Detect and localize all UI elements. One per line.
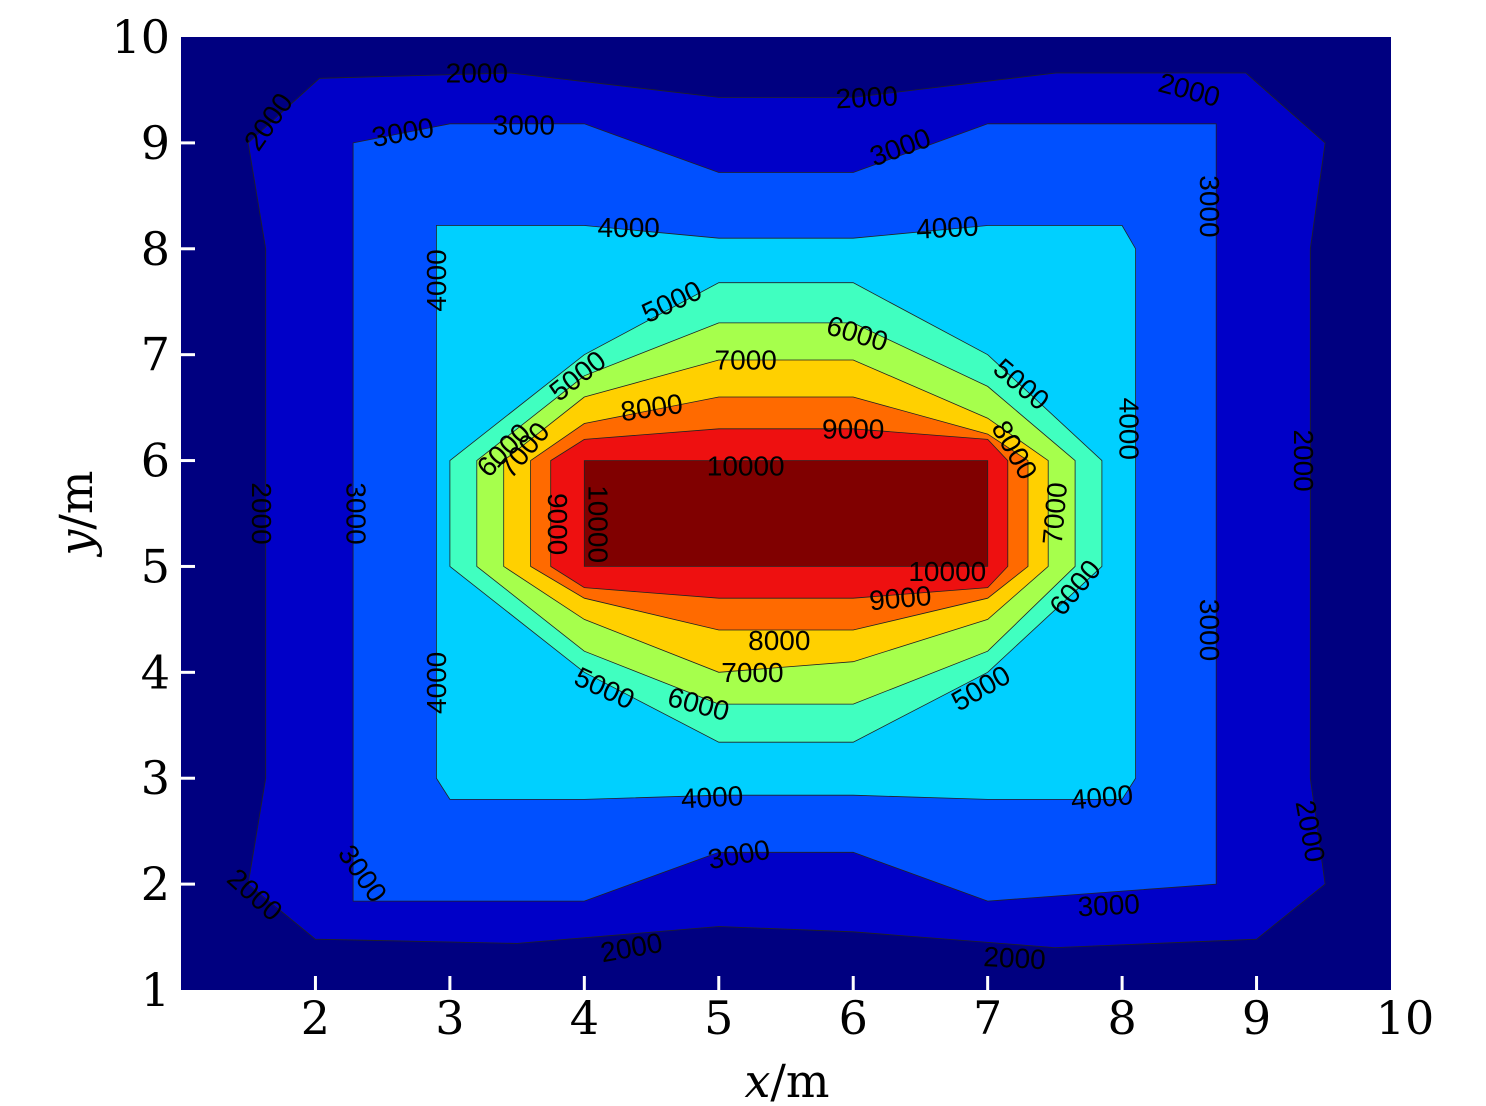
x-tick-label: 8 — [1107, 991, 1136, 1045]
contour-region-10000 — [583, 460, 989, 567]
contour-label: 8000 — [748, 625, 810, 656]
contour-label: 10000 — [582, 485, 613, 563]
y-axis-variable: y — [49, 529, 103, 558]
contour-label: 3000 — [1194, 599, 1225, 661]
contour-label: 10000 — [908, 556, 986, 587]
tick-labels: 2 3 4 5 6 7 8 9 10 1 2 3 4 5 6 7 8 9 10 — [111, 10, 1434, 1045]
plot-area — [181, 37, 1391, 990]
axis-ticks — [181, 141, 1259, 990]
contour-label: 3000 — [1194, 175, 1225, 237]
contour-label: 3000 — [1077, 888, 1141, 922]
contour-label: 7000 — [721, 657, 783, 688]
contour-label: 2000 — [246, 482, 277, 544]
x-tick-label: 3 — [435, 991, 464, 1045]
x-tick-label: 10 — [1376, 991, 1435, 1045]
contour-label: 4000 — [598, 212, 660, 243]
x-tick-label: 4 — [570, 991, 599, 1045]
contour-label: 4000 — [915, 210, 979, 244]
contour-label: 3000 — [340, 482, 371, 544]
y-tick-label: 2 — [141, 857, 170, 911]
contour-label: 4000 — [1113, 398, 1144, 460]
contour-label: 2000 — [446, 58, 508, 89]
x-axis-unit: /m — [770, 1054, 829, 1106]
contour-label: 2000 — [835, 80, 899, 114]
y-tick-label: 9 — [141, 116, 170, 170]
x-axis-title: x/m — [744, 1054, 829, 1106]
contour-label: 2000 — [1288, 429, 1319, 491]
x-tick-label: 2 — [301, 991, 330, 1045]
y-axis-unit: /m — [49, 470, 103, 529]
contour-label: 4000 — [421, 249, 452, 311]
x-tick-label: 6 — [839, 991, 868, 1045]
contour-label: 7000 — [715, 345, 777, 376]
x-tick-label: 5 — [704, 991, 733, 1045]
y-tick-label: 1 — [141, 963, 170, 1017]
y-tick-label: 7 — [141, 328, 170, 382]
y-tick-label: 6 — [141, 434, 170, 488]
contour-label: 4000 — [421, 652, 452, 714]
contour-label: 4000 — [1070, 779, 1135, 815]
y-axis-title: y/m — [49, 470, 103, 557]
contour-label: 4000 — [680, 780, 744, 814]
x-tick-label: 7 — [973, 991, 1002, 1045]
contour-label: 9000 — [868, 580, 933, 616]
contour-label: 2000 — [983, 941, 1047, 975]
contour-label: 3000 — [493, 109, 555, 140]
y-tick-label: 8 — [141, 222, 170, 276]
contour-label: 10000 — [707, 450, 785, 481]
x-tick-label: 9 — [1242, 991, 1271, 1045]
y-tick-label: 10 — [111, 10, 170, 64]
y-tick-label: 5 — [141, 539, 170, 593]
y-tick-label: 3 — [141, 751, 170, 805]
y-tick-label: 4 — [141, 645, 170, 699]
contour-label: 7000 — [1037, 481, 1073, 546]
contour-label: 9000 — [822, 413, 884, 444]
x-axis-variable: x — [744, 1054, 770, 1106]
contour-label: 9000 — [542, 493, 573, 555]
